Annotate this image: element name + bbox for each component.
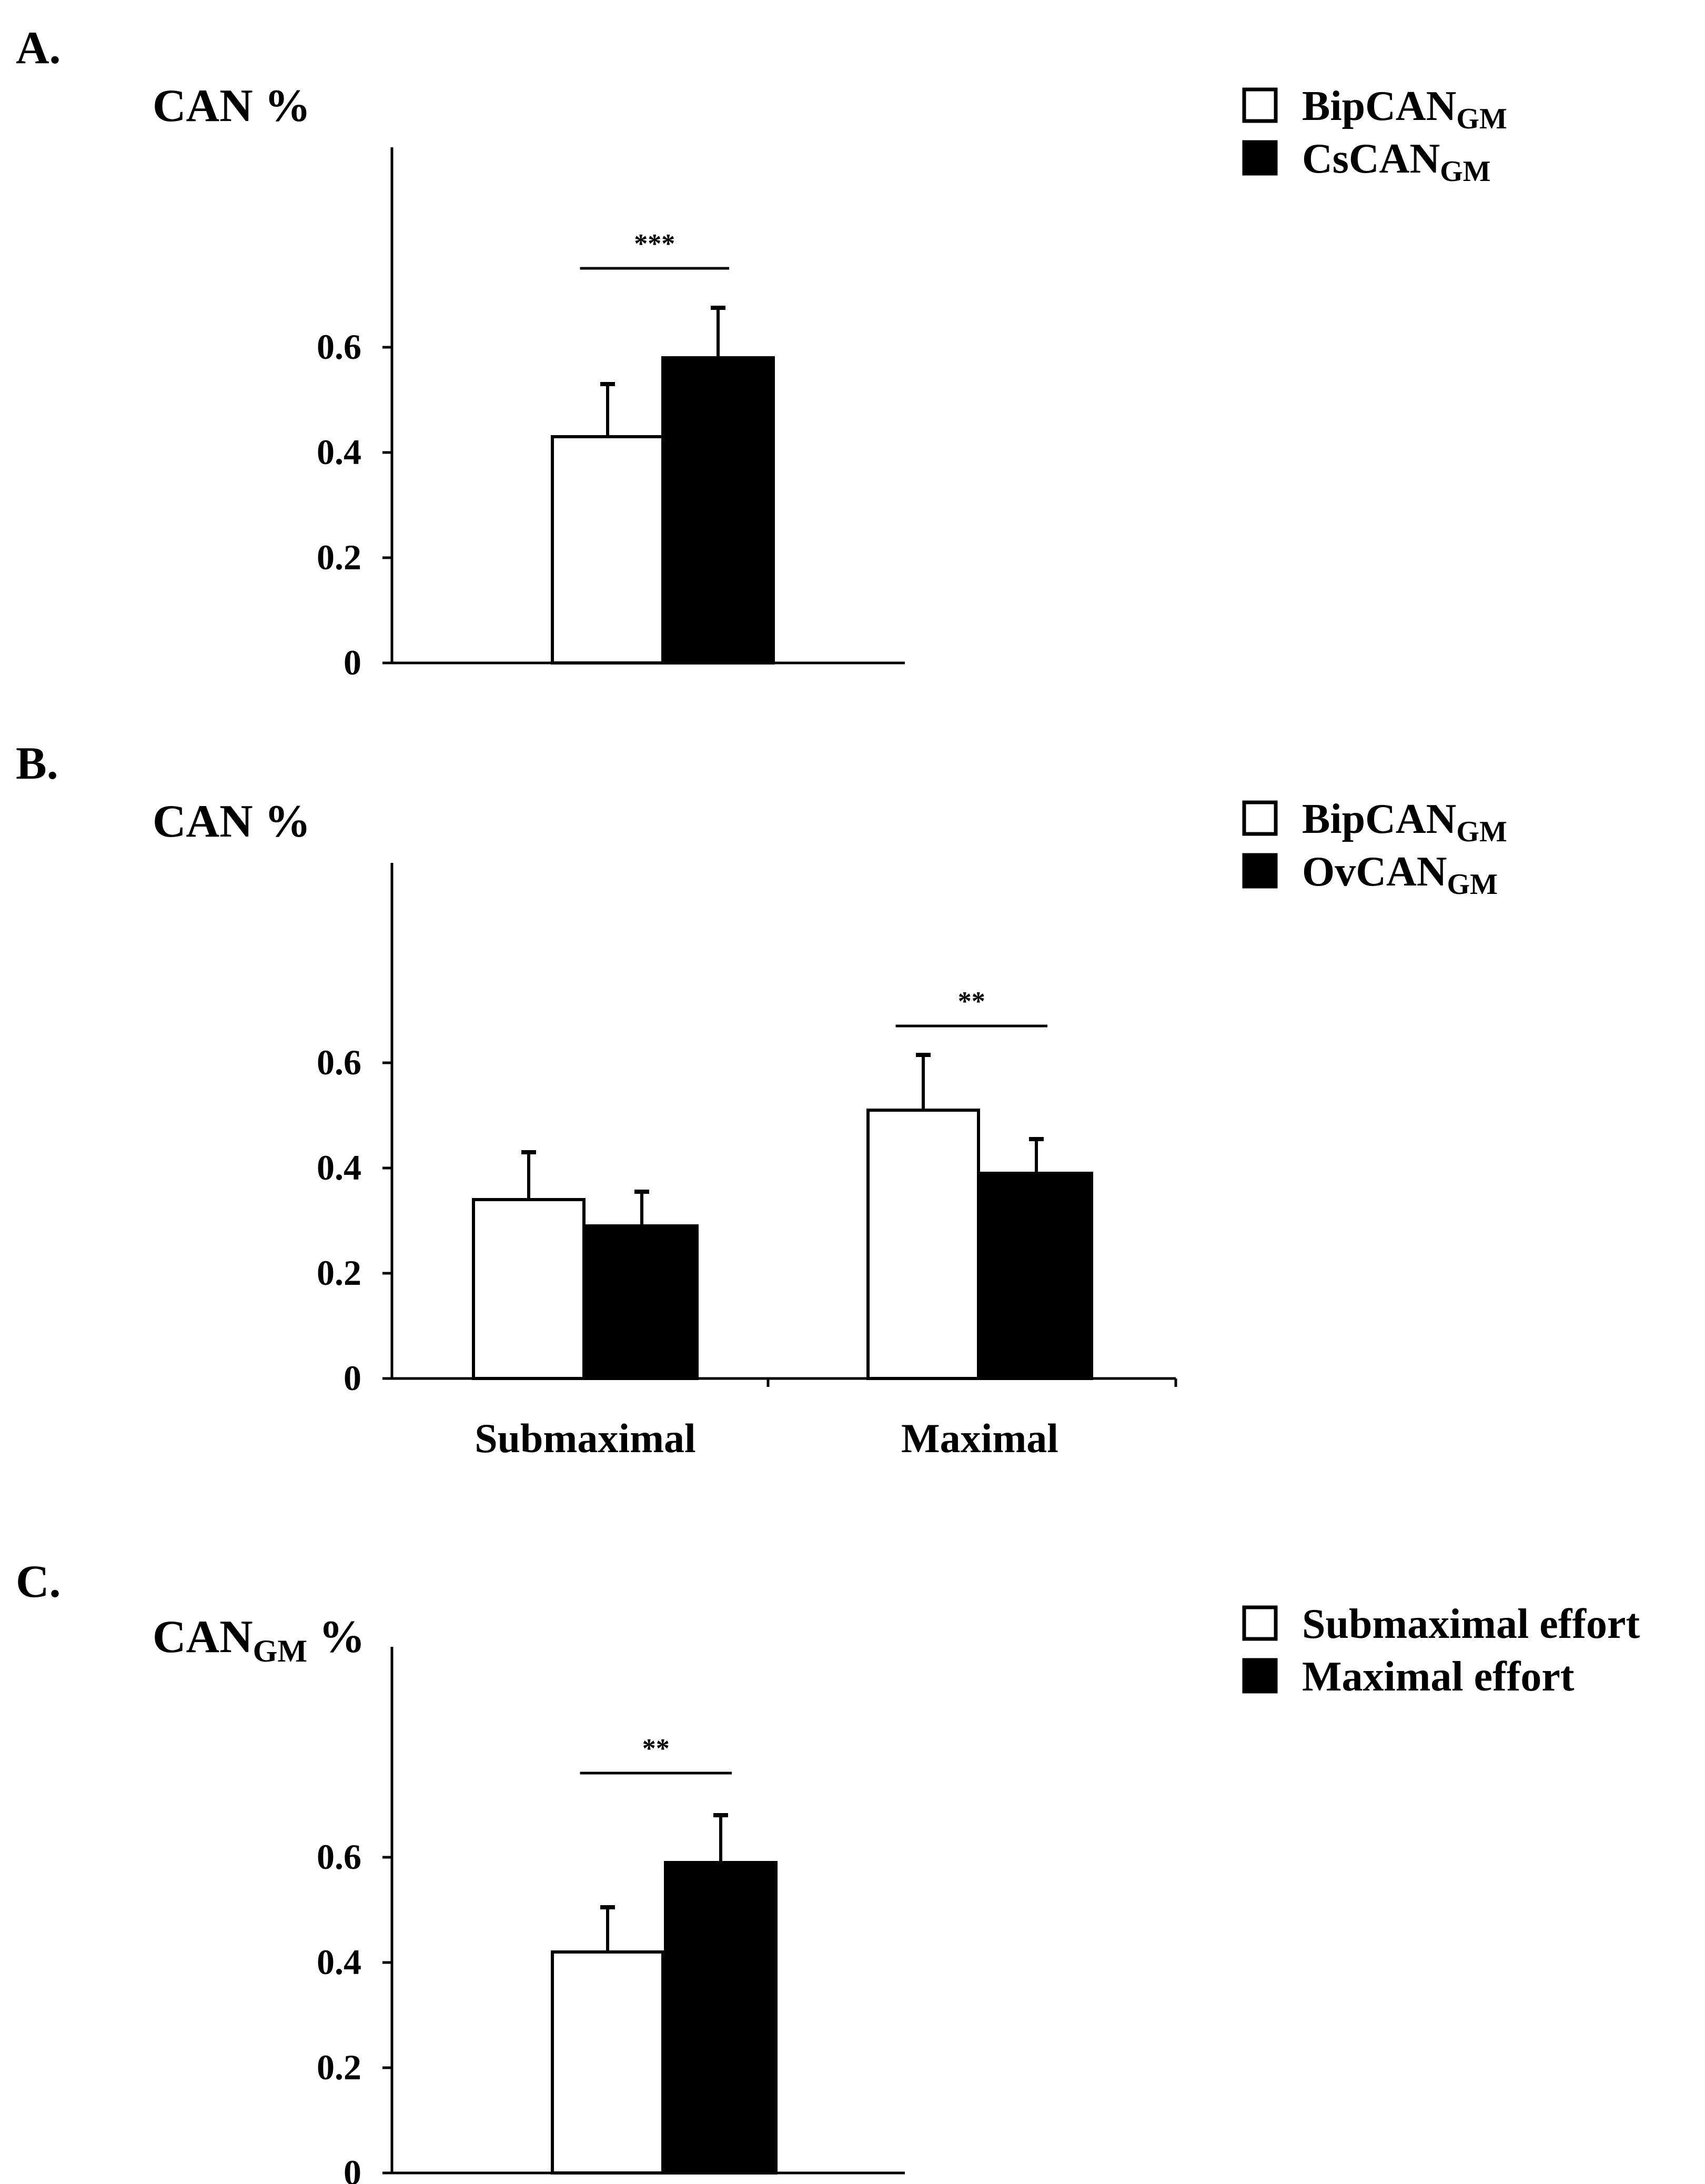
y-axis-title-suffix: % (307, 1612, 365, 1663)
bar-open-2 (866, 1109, 980, 1380)
bar-filled-1 (585, 1224, 699, 1380)
y-axis-title: CANGM % (153, 1612, 365, 1668)
x-category-label: Maximal (901, 1415, 1058, 1461)
y-tick-label: 0.4 (317, 432, 361, 472)
legend-label-subscript: GM (1440, 155, 1490, 188)
bar-filled-1 (661, 356, 775, 665)
bar-open-1 (551, 1950, 664, 2175)
legend-swatch-filled (1242, 1658, 1278, 1694)
legend-label-main: CsCAN (1302, 136, 1440, 182)
legend-label-main: BipCAN (1302, 83, 1456, 129)
legend-swatch-filled (1242, 853, 1278, 889)
legend-label: OvCANGM (1302, 849, 1498, 901)
y-tick-label: 0 (344, 642, 361, 682)
y-tick-label: 0.2 (317, 2047, 361, 2087)
y-tick-label: 0.6 (317, 1837, 361, 1877)
chart-panel-b: B. CAN % 0 0.2 0.4 0.6 Submaximal Maximal ** BipC… (16, 738, 1507, 1461)
legend-label: Submaximal effort (1302, 1601, 1640, 1647)
y-tick-label: 0.4 (317, 1148, 361, 1187)
significance-stars: ** (642, 1734, 670, 1764)
y-axis-title-main: CAN % (153, 80, 311, 132)
y-axis-title: CAN % (153, 80, 311, 132)
legend-label-subscript: GM (1456, 103, 1507, 135)
legend-swatch-open (1242, 800, 1278, 836)
y-tick-label: 0.6 (317, 327, 361, 367)
legend-label-main: OvCAN (1302, 849, 1447, 895)
legend-swatch-open (1242, 87, 1278, 123)
y-tick-label: 0 (344, 1358, 361, 1398)
legend-label-main: Maximal effort (1302, 1654, 1575, 1700)
legend-label-main: BipCAN (1302, 796, 1456, 842)
y-axis-title-main: CAN % (153, 796, 311, 847)
legend-label-main: Submaximal effort (1302, 1601, 1640, 1647)
panel-label: A. (16, 23, 61, 74)
x-category-label: Submaximal (475, 1415, 695, 1461)
legend-swatch-filled (1242, 140, 1278, 176)
panel-label: B. (16, 738, 58, 789)
panel-label: C. (16, 1556, 61, 1607)
legend-label: Maximal effort (1302, 1654, 1575, 1700)
legend-label-subscript: GM (1447, 868, 1498, 901)
y-tick-label: 0.6 (317, 1042, 361, 1082)
bar-open-1 (551, 435, 664, 665)
y-axis-title-main: CAN (153, 1612, 253, 1663)
legend-swatch-open (1242, 1605, 1278, 1641)
y-tick-label: 0.2 (317, 1253, 361, 1293)
chart-panel-c: C. CANGM % 0 0.2 0.4 0.6 ** Submaximal effort Ma… (16, 1556, 1640, 2184)
bar-filled-1 (664, 1861, 778, 2175)
y-tick-label: 0.4 (317, 1942, 361, 1982)
y-tick-label: 0.2 (317, 537, 361, 577)
bar-filled-2 (980, 1172, 1093, 1380)
legend: Submaximal effort Maximal effort (1242, 1601, 1640, 1700)
significance-stars: *** (634, 229, 675, 259)
y-axis-title: CAN % (153, 796, 311, 847)
bar-open-1 (472, 1198, 586, 1380)
legend-label-subscript: GM (1456, 816, 1507, 848)
legend-label: BipCANGM (1302, 83, 1507, 135)
legend-label: BipCANGM (1302, 796, 1507, 848)
significance-stars: ** (958, 987, 985, 1016)
y-tick-label: 0 (344, 2152, 361, 2184)
legend-label: CsCANGM (1302, 136, 1491, 188)
y-axis-title-subscript: GM (253, 1634, 307, 1668)
